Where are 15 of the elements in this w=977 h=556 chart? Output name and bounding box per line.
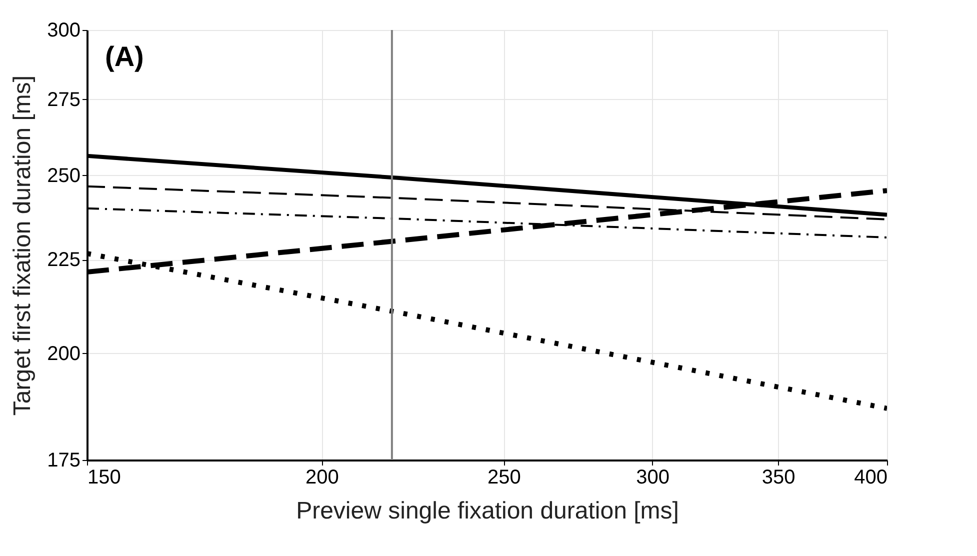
x-tick-label: 250 xyxy=(487,466,521,488)
y-tick-label: 175 xyxy=(47,450,80,472)
x-axis-title: Preview single fixation duration [ms] xyxy=(296,498,679,524)
y-axis-title: Target first fixation duration [ms] xyxy=(9,75,36,416)
x-tick-label: 300 xyxy=(636,466,670,488)
y-tick-label: 300 xyxy=(47,20,80,42)
y-tick-label: 200 xyxy=(47,342,80,365)
x-tick-label: 400 xyxy=(854,466,888,488)
x-tick-label: 200 xyxy=(305,466,339,488)
y-tick-label: 250 xyxy=(47,164,80,187)
annotation: (A) xyxy=(105,41,144,72)
x-tick-label: 350 xyxy=(762,466,796,488)
y-tick-label: 275 xyxy=(47,88,80,111)
y-tick-label: 225 xyxy=(47,249,80,272)
x-tick-label: 150 xyxy=(88,466,121,488)
